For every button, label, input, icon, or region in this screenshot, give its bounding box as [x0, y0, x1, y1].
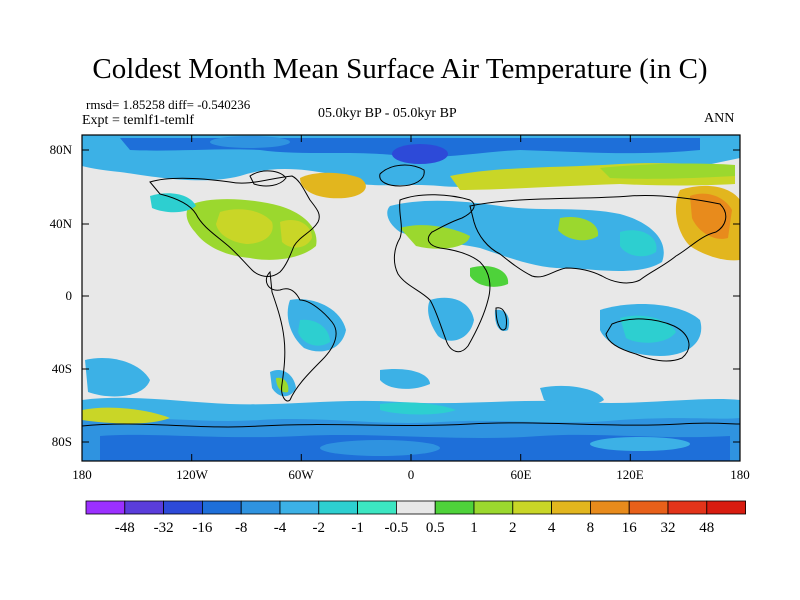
colorbar-label: -16	[192, 520, 213, 536]
coastlines	[82, 164, 740, 428]
colorbar-swatch	[279, 500, 320, 515]
colorbar-label: -1	[351, 520, 364, 536]
colorbar-label: 48	[699, 520, 715, 536]
colorbar-label: 16	[621, 520, 637, 536]
colorbar-swatch	[512, 500, 552, 515]
colorbar-label: -0.5	[384, 520, 409, 536]
colorbar-label: -48	[114, 520, 135, 536]
colorbar-swatch	[473, 500, 514, 515]
season-label: ANN	[704, 111, 735, 126]
colorbar-swatch	[590, 500, 630, 515]
colorbar-label: 8	[586, 520, 595, 536]
x-tick-0: 0	[407, 467, 415, 482]
colorbar-swatch	[395, 500, 436, 515]
colorbar-swatch	[706, 500, 746, 515]
colorbar-swatch	[163, 500, 203, 515]
y-tick-40n: 40N	[49, 216, 72, 231]
colorbar-label: 2	[509, 520, 517, 536]
y-tick-0: 0	[65, 288, 73, 303]
colorbar-swatch	[434, 500, 475, 515]
y-tick-80s: 80S	[51, 434, 72, 449]
colorbar-label: -2	[312, 520, 326, 536]
colorbar-swatch	[201, 500, 242, 515]
colorbar-swatch	[551, 500, 591, 515]
colorbar	[85, 500, 746, 515]
x-tick-180w: 180	[72, 467, 92, 482]
colorbar-swatch	[628, 500, 669, 515]
colorbar-swatch	[357, 500, 397, 515]
colorbar-label: 32	[660, 520, 676, 536]
colorbar-swatch	[85, 500, 126, 515]
colorbar-label: -4	[273, 520, 287, 536]
axis-ticks	[81, 135, 741, 461]
temperature-field	[82, 135, 740, 461]
rmsd-diff-stats: rmsd= 1.85258 diff= -0.540236	[86, 97, 251, 112]
colorbar-swatch	[318, 500, 358, 515]
colorbar-swatch	[124, 500, 165, 515]
y-tick-80n: 80N	[49, 142, 72, 157]
x-tick-120e: 120E	[616, 467, 644, 482]
x-tick-60w: 60W	[288, 467, 314, 482]
x-tick-60e: 60E	[510, 467, 532, 482]
colorbar-label: -8	[234, 520, 248, 536]
colorbar-label: -32	[153, 520, 174, 536]
x-tick-120w: 120W	[176, 467, 208, 482]
colorbar-label: 0.5	[425, 520, 445, 536]
y-tick-40s: 40S	[51, 361, 72, 376]
colorbar-label: 1	[470, 520, 478, 536]
period-label: 05.0kyr BP - 05.0kyr BP	[318, 106, 457, 121]
colorbar-swatch	[240, 500, 281, 515]
x-tick-180e: 180	[730, 467, 750, 482]
experiment-label: Expt = temlf1-temlf	[82, 113, 195, 128]
map-title: Coldest Month Mean Surface Air Temperatu…	[92, 53, 708, 85]
colorbar-swatch	[667, 500, 708, 515]
colorbar-label: 4	[547, 520, 556, 536]
